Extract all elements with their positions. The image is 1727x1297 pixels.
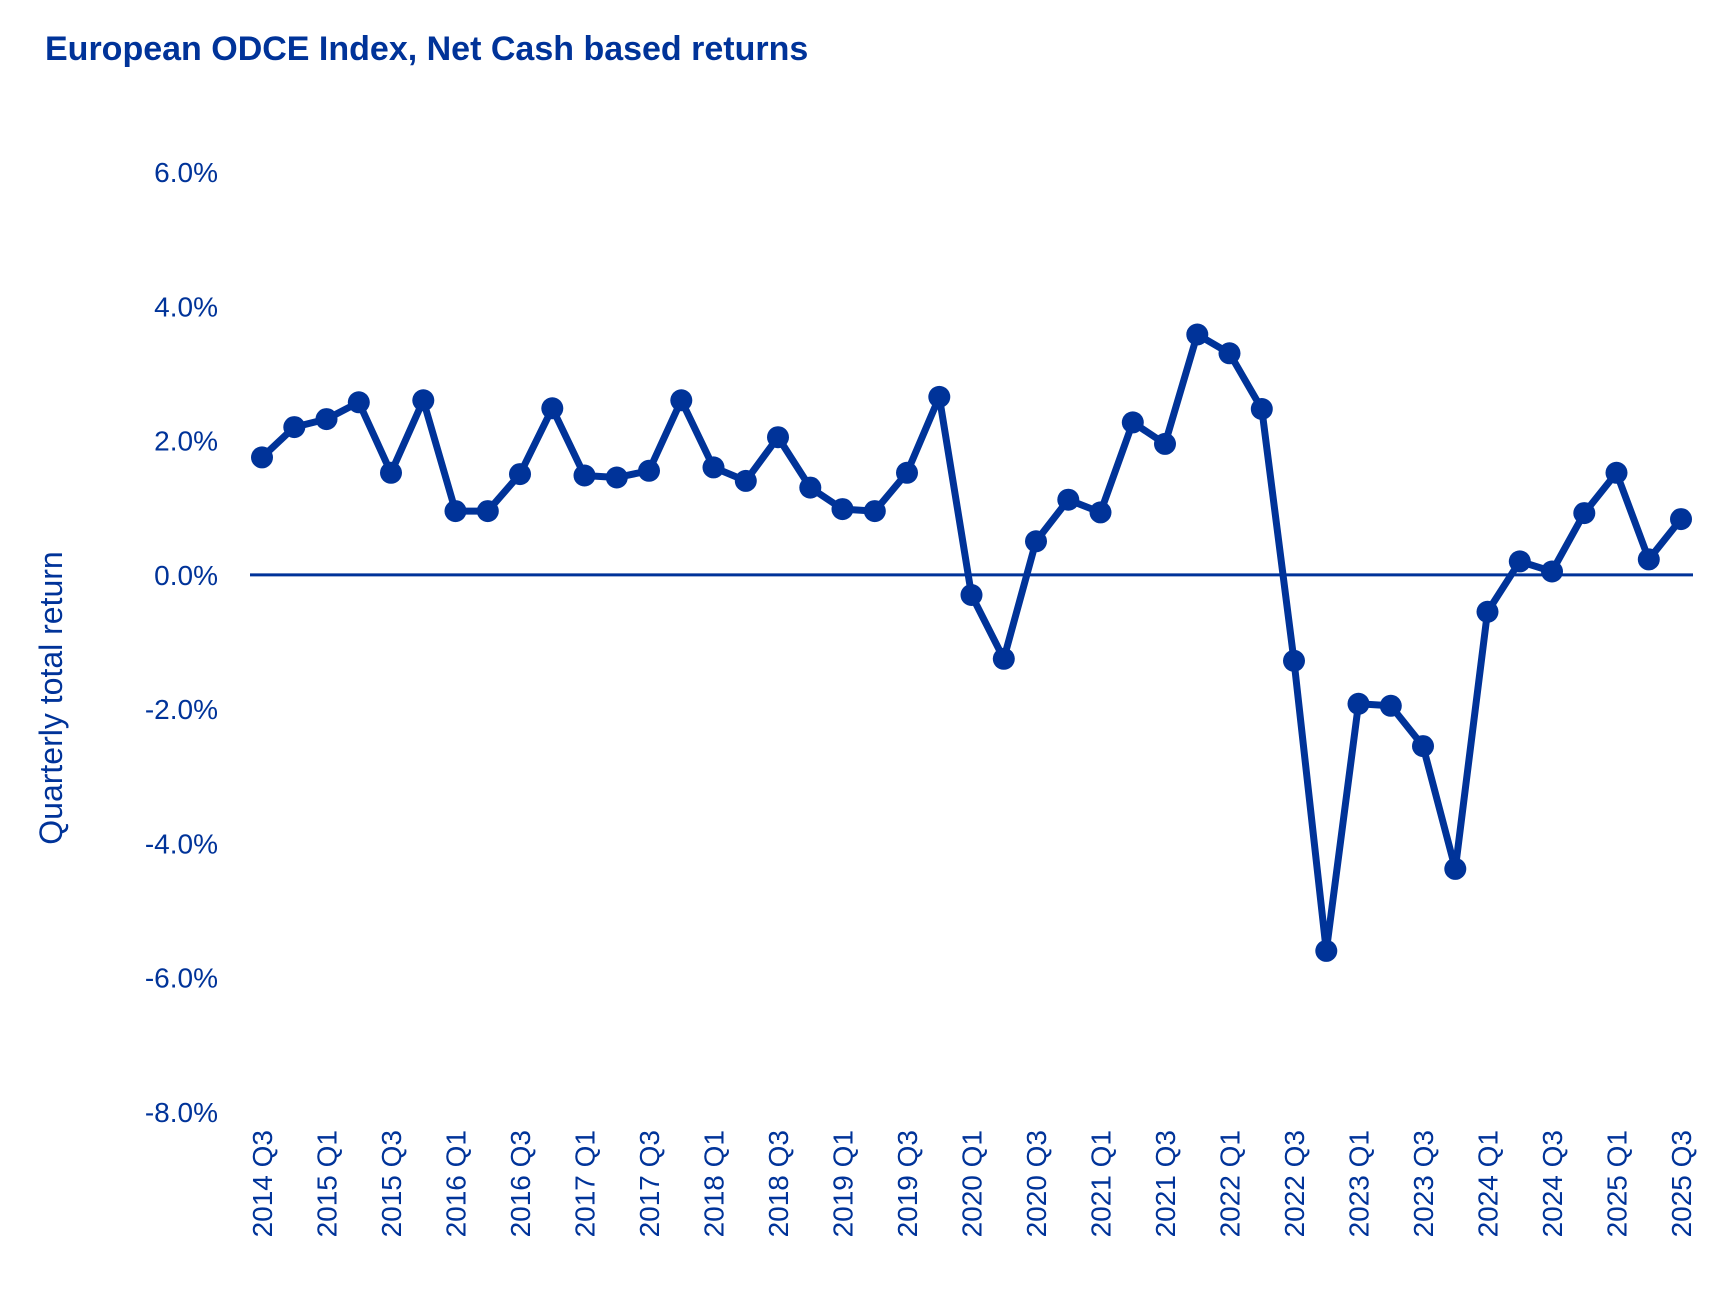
x-axis-ticks: 2014 Q3 2015 Q1 2015 Q3 2016 Q1 2016 Q3 2017 … bbox=[247, 1130, 1697, 1237]
x-tick-label: 2015 Q1 bbox=[312, 1130, 343, 1237]
y-tick-label: 6.0% bbox=[154, 157, 218, 188]
series-points bbox=[251, 323, 1692, 962]
data-point bbox=[767, 426, 789, 449]
data-point bbox=[1283, 649, 1305, 672]
data-point bbox=[799, 476, 822, 499]
data-point bbox=[605, 466, 628, 489]
x-tick-label: 2014 Q3 bbox=[247, 1130, 278, 1237]
data-point bbox=[1154, 432, 1176, 455]
data-point bbox=[734, 469, 757, 492]
data-point bbox=[1412, 735, 1434, 758]
data-point bbox=[928, 385, 951, 408]
x-tick-label: 2017 Q1 bbox=[570, 1130, 601, 1237]
data-point bbox=[1025, 530, 1047, 553]
data-point bbox=[541, 397, 564, 420]
x-tick-label: 2021 Q1 bbox=[1086, 1130, 1117, 1237]
data-point bbox=[670, 389, 693, 412]
y-tick-label: -6.0% bbox=[145, 963, 218, 994]
x-tick-label: 2016 Q3 bbox=[505, 1130, 536, 1237]
data-point bbox=[1637, 548, 1660, 571]
x-tick-label: 2018 Q3 bbox=[763, 1130, 794, 1237]
data-point bbox=[863, 500, 886, 523]
chart-title: European ODCE Index, Net Cash based retu… bbox=[45, 30, 809, 68]
data-point bbox=[702, 456, 725, 479]
x-tick-label: 2019 Q1 bbox=[828, 1130, 859, 1237]
data-point bbox=[283, 416, 306, 439]
x-tick-label: 2023 Q3 bbox=[1408, 1130, 1439, 1237]
data-point bbox=[1444, 857, 1467, 880]
x-tick-label: 2022 Q1 bbox=[1215, 1130, 1246, 1237]
x-tick-label: 2020 Q3 bbox=[1021, 1130, 1052, 1237]
data-point bbox=[1541, 560, 1563, 583]
y-tick-label: -4.0% bbox=[145, 828, 218, 859]
data-point bbox=[444, 500, 467, 523]
x-tick-label: 2025 Q3 bbox=[1666, 1130, 1697, 1237]
series-line bbox=[259, 331, 1684, 955]
x-tick-label: 2017 Q3 bbox=[634, 1130, 665, 1237]
x-tick-label: 2015 Q3 bbox=[376, 1130, 407, 1237]
data-point bbox=[1186, 323, 1209, 346]
data-point bbox=[1573, 502, 1596, 525]
data-point bbox=[315, 408, 338, 431]
data-point bbox=[1605, 461, 1628, 484]
y-tick-label: -2.0% bbox=[145, 694, 218, 725]
data-point bbox=[1476, 600, 1499, 623]
x-tick-label: 2024 Q1 bbox=[1473, 1130, 1504, 1237]
data-point bbox=[1218, 342, 1241, 365]
data-point bbox=[412, 389, 435, 412]
y-tick-label: 0.0% bbox=[154, 560, 218, 591]
x-tick-label: 2018 Q1 bbox=[699, 1130, 730, 1237]
data-point bbox=[476, 500, 499, 523]
data-point bbox=[1089, 501, 1112, 524]
x-tick-label: 2025 Q1 bbox=[1602, 1130, 1633, 1237]
data-point bbox=[1315, 939, 1338, 962]
data-point bbox=[960, 584, 983, 606]
y-axis-ticks: 6.0% 4.0% 2.0% 0.0% -2.0% -4.0% -6.0% -8.0% bbox=[145, 157, 218, 1128]
data-point bbox=[380, 461, 402, 484]
y-axis-label: Quarterly total return bbox=[33, 551, 69, 844]
data-point bbox=[1250, 398, 1273, 420]
y-tick-label: 4.0% bbox=[154, 291, 218, 322]
x-tick-label: 2024 Q3 bbox=[1537, 1130, 1568, 1237]
x-tick-label: 2020 Q1 bbox=[957, 1130, 988, 1237]
data-point bbox=[251, 446, 273, 469]
data-point bbox=[1670, 508, 1692, 531]
y-tick-label: 2.0% bbox=[154, 426, 218, 457]
data-point bbox=[573, 464, 596, 487]
data-point bbox=[896, 461, 918, 484]
data-point bbox=[1057, 488, 1080, 511]
data-point bbox=[638, 459, 660, 482]
x-tick-label: 2021 Q3 bbox=[1150, 1130, 1181, 1237]
x-tick-label: 2022 Q3 bbox=[1279, 1130, 1310, 1237]
y-tick-label: -8.0% bbox=[145, 1097, 218, 1128]
data-point bbox=[1379, 694, 1402, 717]
data-point bbox=[1508, 550, 1531, 573]
data-point bbox=[509, 463, 531, 486]
data-point bbox=[347, 391, 370, 414]
data-point bbox=[1347, 692, 1370, 715]
x-tick-label: 2023 Q1 bbox=[1344, 1130, 1375, 1237]
data-point bbox=[831, 498, 854, 521]
x-tick-label: 2016 Q1 bbox=[441, 1130, 472, 1237]
data-point bbox=[992, 647, 1015, 670]
x-tick-label: 2019 Q3 bbox=[892, 1130, 923, 1237]
data-point bbox=[1121, 411, 1144, 434]
